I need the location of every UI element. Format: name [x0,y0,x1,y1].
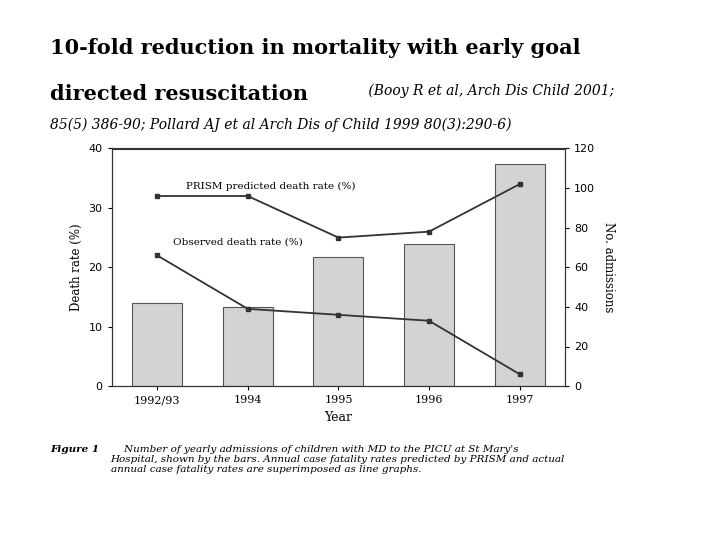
Bar [313,258,364,386]
Text: Observed death rate (%): Observed death rate (%) [174,238,303,246]
Bar [132,303,182,386]
Bar [495,164,544,386]
X-axis label: Year: Year [325,411,352,424]
Text: directed resuscitation: directed resuscitation [50,84,308,104]
Y-axis label: Death rate (%): Death rate (%) [70,224,83,311]
Text: (Booy R et al, Arch Dis Child 2001;: (Booy R et al, Arch Dis Child 2001; [364,84,614,98]
Bar [404,244,454,386]
Bar [223,307,273,386]
Text: PRISM predicted death rate (%): PRISM predicted death rate (%) [186,182,356,191]
Text: 10-fold reduction in mortality with early goal: 10-fold reduction in mortality with earl… [50,38,581,58]
Text: 85(5) 386-90; Pollard AJ et al Arch Dis of Child 1999 80(3):290-6): 85(5) 386-90; Pollard AJ et al Arch Dis … [50,118,512,132]
Text: Number of yearly admissions of children with MD to the PICU at St Mary's
Hospita: Number of yearly admissions of children … [111,444,565,475]
Text: Figure 1: Figure 1 [50,444,99,454]
Y-axis label: No. admissions: No. admissions [602,222,615,313]
